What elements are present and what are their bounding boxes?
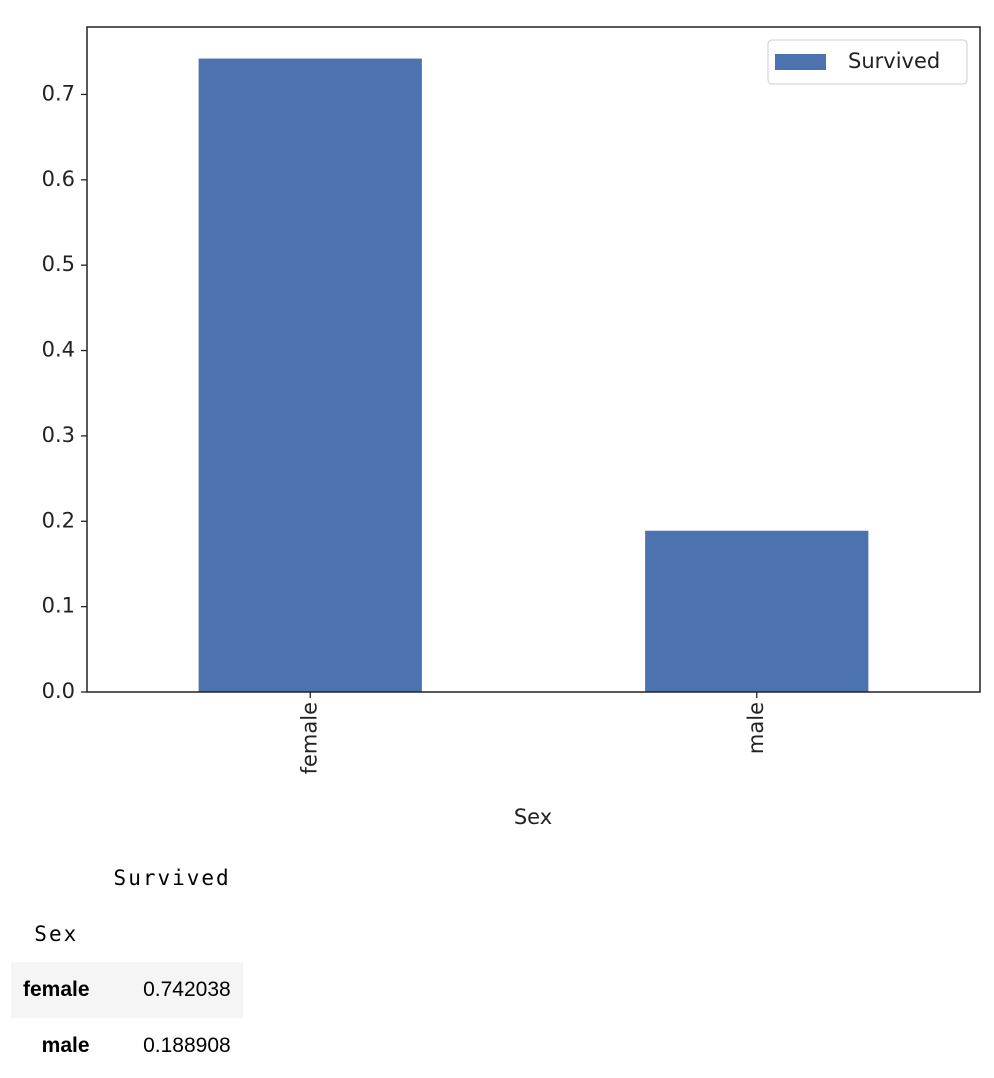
x-axis-label: Sex — [514, 805, 552, 829]
legend-label: Survived — [848, 49, 940, 73]
cell: 0.188908 — [143, 1034, 231, 1057]
y-tick-label: 0.6 — [42, 167, 75, 191]
table-row: female 0.742038 — [11, 962, 243, 1018]
x-tick-label: male — [744, 702, 768, 754]
legend-swatch — [775, 54, 826, 70]
table-row: male 0.188908 — [11, 1018, 243, 1074]
index-row: Sex — [11, 906, 243, 962]
row-index: male — [41, 1034, 90, 1057]
blank-header — [102, 906, 243, 962]
index-name: Sex — [34, 922, 79, 946]
y-tick-label: 0.7 — [42, 81, 75, 105]
chart: Sex 0.0 0.1 0.2 0.3 0.4 0.5 0.6 0.7 female male Su… — [42, 26, 981, 829]
bar — [645, 530, 869, 692]
cell: 0.742038 — [143, 978, 231, 1001]
plot-frame — [86, 26, 981, 693]
y-tick-label: 0.2 — [42, 508, 75, 532]
y-tick-label: 0.5 — [42, 252, 75, 276]
column-header: Survived — [113, 866, 231, 890]
y-tick-label: 0.4 — [42, 338, 75, 362]
y-tick-label: 0.0 — [42, 679, 75, 703]
y-tick-label: 0.1 — [42, 594, 75, 618]
bar — [198, 58, 422, 693]
x-tick-label: female — [297, 702, 321, 774]
row-index: female — [23, 978, 90, 1001]
data-table: Survived Sex female 0.742038 male 0.188908 — [11, 850, 243, 1074]
legend-box — [767, 39, 968, 85]
blank-header — [11, 850, 102, 906]
header-row: Survived — [11, 850, 243, 906]
y-tick-label: 0.3 — [42, 423, 75, 447]
